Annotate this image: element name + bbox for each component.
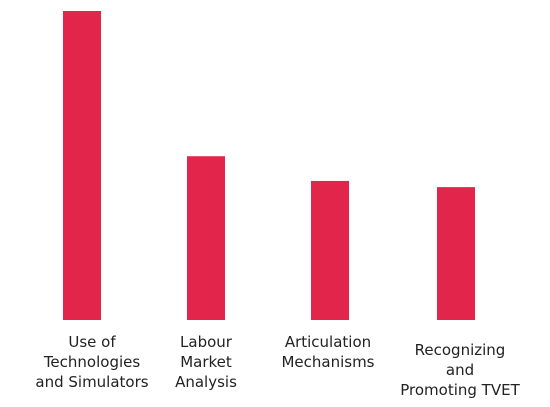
x-tick-label: Recognizing and Promoting TVET [400,341,520,399]
bar [187,156,225,320]
x-tick-label: Use of Technologies and Simulators [35,333,149,391]
x-tick-label: Articulation Mechanisms [281,333,375,371]
x-tick-label: Labour Market Analysis [175,333,237,391]
bar [311,180,349,320]
bar [437,187,475,320]
bar [63,11,101,320]
